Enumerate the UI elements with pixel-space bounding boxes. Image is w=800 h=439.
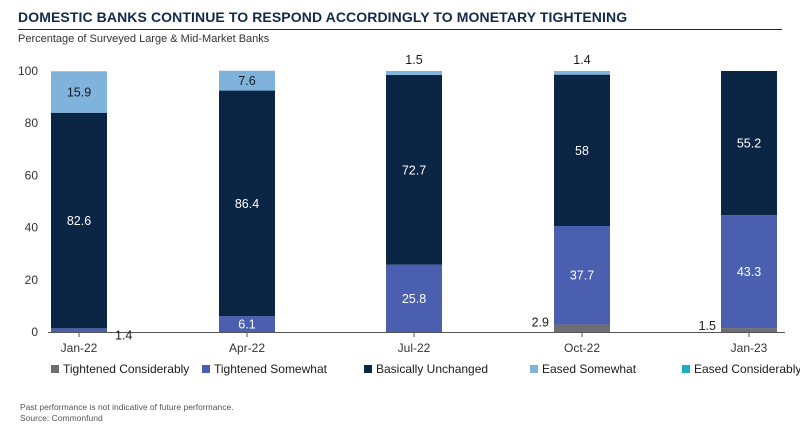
data-label-jan-23-tightened-somewhat: 43.3 <box>737 265 761 279</box>
legend-label-tightened-somewhat: Tightened Somewhat <box>214 362 328 376</box>
y-tick-label-0: 0 <box>31 325 38 339</box>
data-label-oct-22-tightened-considerably: 2.9 <box>532 315 549 329</box>
data-label-jan-22-eased-somewhat: 15.9 <box>67 86 91 100</box>
y-tick-label-80: 80 <box>25 116 39 130</box>
bar-oct-22-basically-unchanged <box>554 74 610 227</box>
bar-oct-22-tightened-considerably <box>554 324 610 332</box>
data-label-oct-22-basically-unchanged: 58 <box>575 144 589 158</box>
x-tick-label-jan-23: Jan-23 <box>731 341 768 355</box>
bar-oct-22-tightened-somewhat <box>554 226 610 325</box>
bar-jan-23-tightened-somewhat <box>721 215 777 329</box>
bar-jul-22-basically-unchanged <box>386 74 442 265</box>
title-divider <box>18 29 782 30</box>
data-label-oct-22-eased-somewhat: 1.4 <box>573 53 590 67</box>
bar-jan-23-basically-unchanged <box>721 71 777 216</box>
legend-swatch-basically-unchanged <box>364 365 372 373</box>
y-tick-label-60: 60 <box>25 168 39 182</box>
x-tick-label-apr-22: Apr-22 <box>229 341 265 355</box>
legend-swatch-tightened-somewhat <box>202 365 210 373</box>
data-label-jul-22-eased-somewhat: 1.5 <box>405 53 422 67</box>
legend-label-eased-somewhat: Eased Somewhat <box>542 362 637 376</box>
data-label-apr-22-tightened-somewhat: 6.1 <box>238 318 255 332</box>
data-label-jan-22-tightened-somewhat: 1.4 <box>115 328 132 342</box>
data-label-apr-22-eased-somewhat: 7.6 <box>238 74 255 88</box>
x-tick-label-oct-22: Oct-22 <box>564 341 600 355</box>
bar-jan-22-eased-somewhat <box>51 71 107 113</box>
bar-jan-22-tightened-somewhat <box>51 328 107 332</box>
data-label-jul-22-tightened-somewhat: 25.8 <box>402 292 426 306</box>
data-label-jul-22-basically-unchanged: 72.7 <box>402 163 426 177</box>
x-tick-label-jul-22: Jul-22 <box>398 341 431 355</box>
legend-swatch-tightened-considerably <box>51 365 59 373</box>
data-label-jan-23-tightened-considerably: 1.5 <box>699 319 716 333</box>
bar-oct-22-eased-somewhat <box>554 71 610 75</box>
chart-title: DOMESTIC BANKS CONTINUE TO RESPOND ACCOR… <box>18 9 628 25</box>
y-tick-label-40: 40 <box>25 221 39 235</box>
labels-layer: 15.9 82.6 1.4 7.6 86.4 6.1 1.5 72.7 25.8 1.4 58 37.… <box>67 53 761 342</box>
bar-apr-22-tightened-somewhat <box>219 316 275 332</box>
data-label-jan-23-basically-unchanged: 55.2 <box>737 137 761 151</box>
bar-jul-22-tightened-somewhat <box>386 264 442 332</box>
source-note: Source: Commonfund <box>20 413 103 423</box>
x-tick-label-jan-22: Jan-22 <box>61 341 98 355</box>
bar-apr-22-basically-unchanged <box>219 90 275 317</box>
bar-jul-22-eased-somewhat <box>386 71 442 75</box>
axis-layer: 0 20 40 60 80 100 Jan-22 Apr-22 Jul-22 Oct-22 Jan-… <box>18 64 785 355</box>
chart-subtitle: Percentage of Surveyed Large & Mid-Marke… <box>18 33 270 45</box>
disclaimer: Past performance is not indicative of fu… <box>20 402 234 412</box>
bar-jan-23-tightened-considerably <box>721 328 777 332</box>
bars-layer <box>51 70 777 332</box>
legend-label-tightened-considerably: Tightened Considerably <box>63 362 189 376</box>
legend-swatch-eased-considerably <box>682 365 690 373</box>
y-tick-label-100: 100 <box>18 64 38 78</box>
data-label-apr-22-basically-unchanged: 86.4 <box>235 197 259 211</box>
bar-jan-22-basically-unchanged <box>51 112 107 329</box>
data-label-oct-22-tightened-somewhat: 37.7 <box>570 269 594 283</box>
legend-label-eased-considerably: Eased Considerably <box>694 362 800 376</box>
data-label-jan-22-basically-unchanged: 82.6 <box>67 214 91 228</box>
legend: Tightened Considerably Tightened Somewhat… <box>51 362 800 376</box>
bar-apr-22-eased-somewhat <box>219 70 275 91</box>
y-tick-label-20: 20 <box>25 273 39 287</box>
legend-label-basically-unchanged: Basically Unchanged <box>376 362 488 376</box>
legend-swatch-eased-somewhat <box>530 365 538 373</box>
